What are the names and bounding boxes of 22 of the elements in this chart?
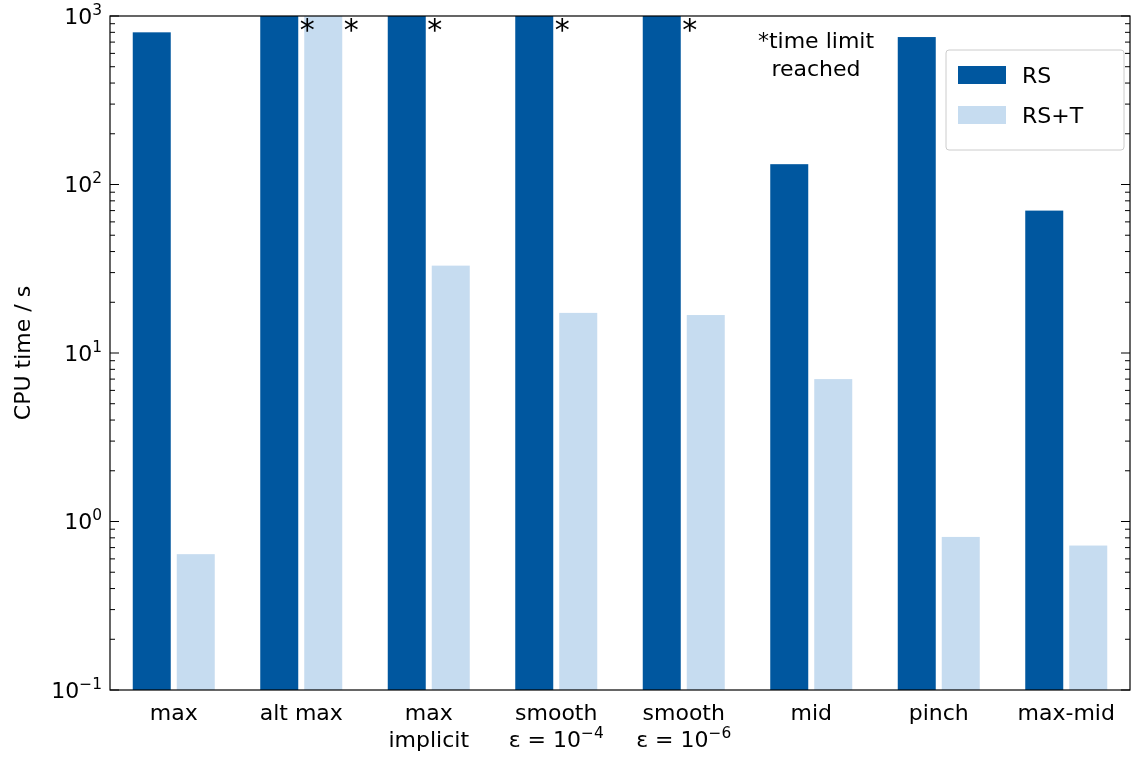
annotation: * (299, 12, 315, 47)
legend-label: RS (1022, 62, 1052, 88)
x-tick-label: smooth ε = 10$^{−6}$ (636, 700, 732, 752)
x-tick-label: mid (790, 700, 833, 725)
annotation: * (343, 12, 359, 47)
x-tick-label: max implicit (388, 700, 470, 752)
y-tick-label: 10$^{2}$ (64, 169, 102, 198)
y-tick-label: 10$^{3}$ (64, 0, 102, 29)
legend-label: RS+T (1022, 102, 1084, 128)
y-axis-title: CPU time / s (10, 285, 35, 421)
annotation: * (427, 12, 443, 47)
x-tick-label: max-mid (1017, 700, 1115, 725)
x-tick-label: smooth ε = 10$^{−4}$ (508, 700, 604, 752)
x-tick-label: pinch (908, 700, 969, 725)
annotation: * (554, 12, 570, 47)
x-tick-label: max (149, 700, 198, 725)
y-tick-label: 10$^{1}$ (64, 337, 102, 366)
y-tick-label: 10$^{−1}$ (51, 674, 102, 703)
annotation: *time limit reached (757, 28, 875, 81)
x-tick-label: alt max (259, 700, 343, 725)
y-tick-label: 10$^{0}$ (64, 506, 102, 535)
annotation: * (682, 12, 698, 47)
